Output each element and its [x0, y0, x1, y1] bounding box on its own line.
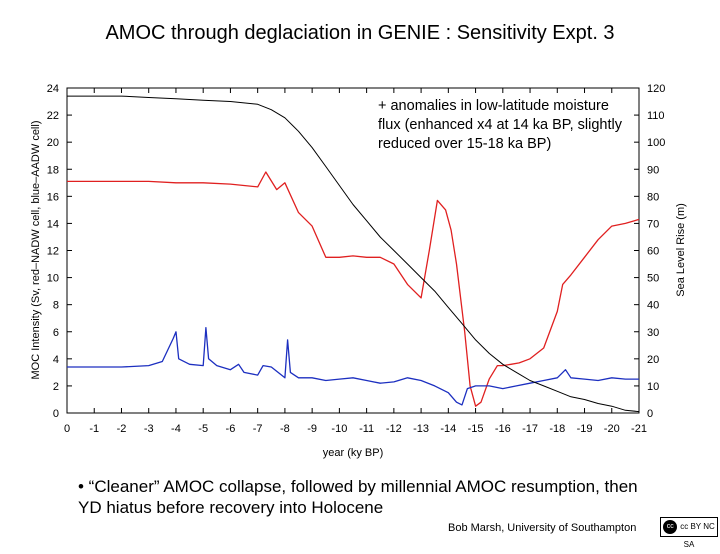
- y-axis-label-left: MOC Intensity (Sv, red–NADW cell, blue–A…: [30, 121, 42, 380]
- x-tick-label: -16: [495, 423, 511, 435]
- chart-annotation: + anomalies in low-latitude moisture flu…: [378, 97, 623, 154]
- x-tick-label: -5: [198, 423, 208, 435]
- y-tick-label-left: 10: [47, 273, 59, 285]
- y-tick-label-right: 100: [647, 137, 665, 149]
- x-tick-label: -19: [577, 423, 593, 435]
- y-tick-label-left: 18: [47, 164, 59, 176]
- author-credit: Bob Marsh, University of Southampton: [448, 522, 637, 534]
- x-tick-label: -7: [253, 423, 263, 435]
- y-tick-label-right: 70: [647, 218, 659, 230]
- y-tick-label-left: 8: [53, 300, 59, 312]
- y-tick-label-left: 4: [53, 354, 59, 366]
- y-tick-label-right: 40: [647, 300, 659, 312]
- license-badge: cc cc BY NC SA: [660, 517, 718, 549]
- x-tick-label: -12: [386, 423, 402, 435]
- license-text: cc BY NC SA: [680, 522, 715, 549]
- y-tick-label-right: 50: [647, 273, 659, 285]
- y-tick-label-right: 120: [647, 83, 665, 95]
- x-tick-label: -3: [144, 423, 154, 435]
- series-lines: [67, 95, 640, 413]
- x-tick-label: -21: [631, 423, 647, 435]
- x-tick-label: -18: [549, 423, 565, 435]
- y-tick-label-left: 12: [47, 246, 59, 258]
- x-tick-label: -4: [171, 423, 181, 435]
- y-tick-label-right: 30: [647, 327, 659, 339]
- aadw-series-line: [67, 327, 639, 406]
- x-tick-label: -6: [226, 423, 236, 435]
- x-tick-label: -17: [522, 423, 538, 435]
- y-tick-label-left: 22: [47, 110, 59, 122]
- axis-ticks: 0 -1 -2 -3 -4 -5 -6 -7 -8 -9 -10 -11 -12 -13 -14 -15 -16…: [47, 83, 666, 435]
- x-axis-label: year (ky BP): [323, 447, 384, 459]
- x-tick-label: -10: [331, 423, 347, 435]
- y-tick-label-left: 16: [47, 191, 59, 203]
- x-tick-label: -2: [117, 423, 127, 435]
- deglaciation-chart: 0 -1 -2 -3 -4 -5 -6 -7 -8 -9 -10 -11 -12 -13 -14 -15 -16…: [30, 83, 687, 459]
- y-tick-label-left: 0: [53, 408, 59, 420]
- x-tick-label: -1: [89, 423, 99, 435]
- y-tick-label-right: 60: [647, 246, 659, 258]
- y-tick-label-left: 14: [47, 218, 59, 230]
- x-tick-label: 0: [64, 423, 70, 435]
- cc-icon: cc: [663, 519, 678, 534]
- x-tick-label: -15: [468, 423, 484, 435]
- y-tick-label-right: 20: [647, 354, 659, 366]
- y-tick-label-right: 90: [647, 164, 659, 176]
- y-axis-label-right: Sea Level Rise (m): [675, 203, 687, 297]
- y-tick-label-right: 0: [647, 408, 653, 420]
- y-tick-label-right: 10: [647, 381, 659, 393]
- x-tick-label: -11: [359, 423, 374, 435]
- y-tick-label-left: 24: [47, 83, 59, 95]
- y-tick-label-right: 80: [647, 191, 659, 203]
- y-tick-label-right: 110: [647, 110, 665, 122]
- x-tick-label: -20: [604, 423, 620, 435]
- x-tick-label: -14: [440, 423, 456, 435]
- x-tick-label: -13: [413, 423, 429, 435]
- slide-title: AMOC through deglaciation in GENIE : Sen…: [105, 22, 615, 44]
- x-tick-label: -8: [280, 423, 290, 435]
- sea-level-line: [67, 95, 640, 413]
- nadw-series-line: [67, 171, 640, 407]
- y-tick-label-left: 2: [53, 381, 59, 393]
- y-tick-label-left: 20: [47, 137, 59, 149]
- summary-bullet: • “Cleaner” AMOC collapse, followed by m…: [78, 477, 638, 517]
- x-tick-label: -9: [307, 423, 317, 435]
- y-tick-label-left: 6: [53, 327, 59, 339]
